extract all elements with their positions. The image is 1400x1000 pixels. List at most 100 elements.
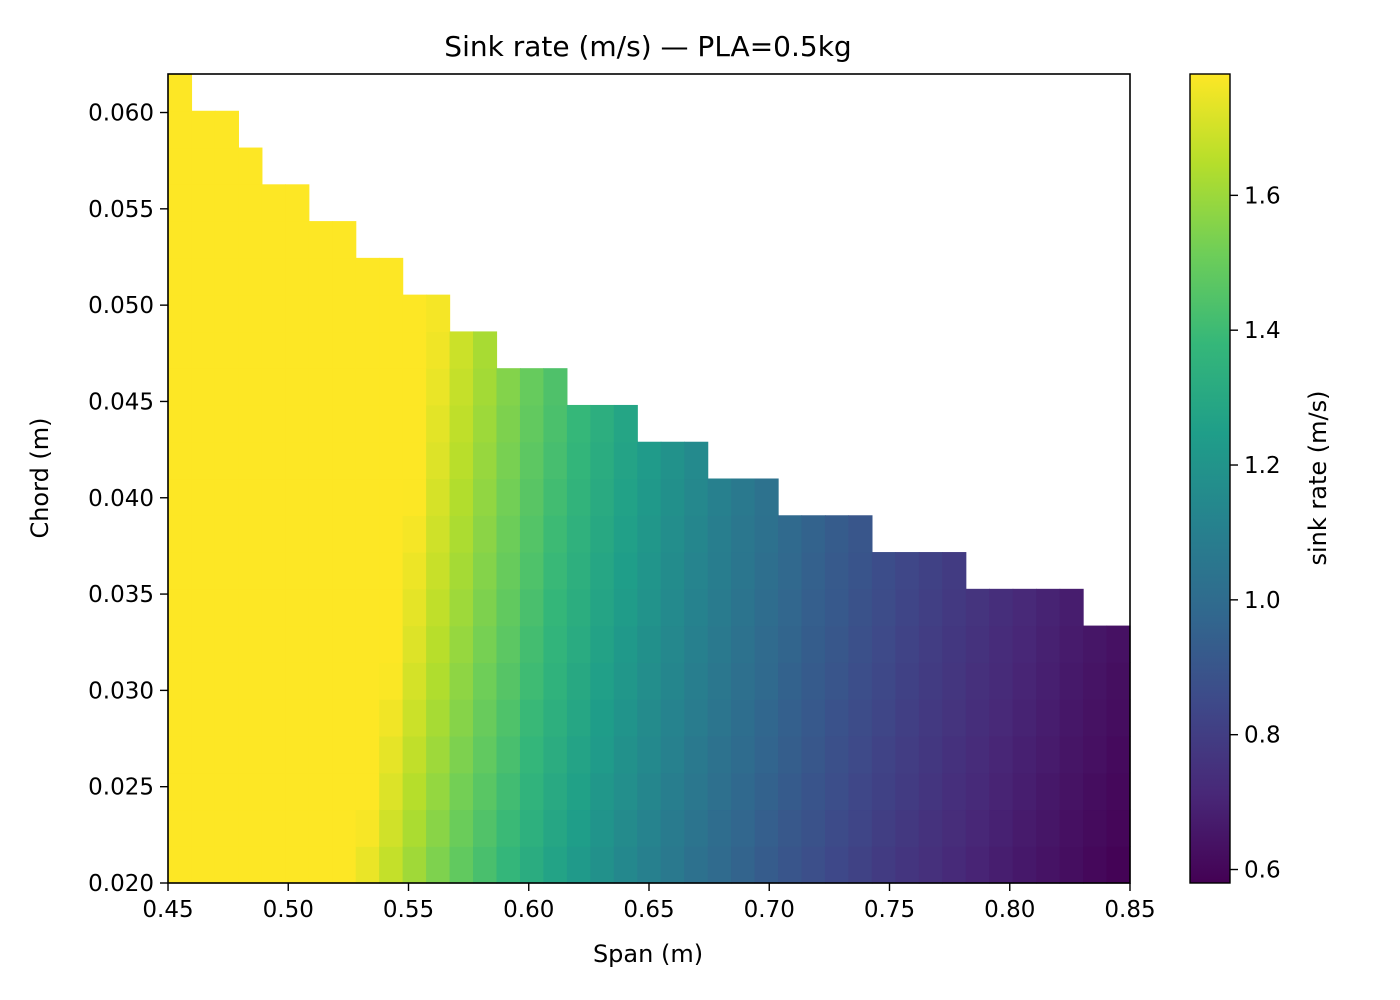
heatmap-cell <box>543 478 568 516</box>
heatmap-cell <box>285 257 310 296</box>
heatmap-cell <box>332 846 357 884</box>
heatmap-cell <box>1036 662 1061 700</box>
heatmap-cell <box>473 552 498 590</box>
heatmap-cell <box>1106 809 1131 847</box>
heatmap-cell <box>332 735 357 774</box>
heatmap-cell <box>543 552 568 590</box>
heatmap-cell <box>848 809 873 847</box>
heatmap-cell <box>449 552 474 590</box>
heatmap-cell <box>402 699 427 737</box>
heatmap-cell <box>168 110 193 149</box>
heatmap-cell <box>191 735 216 774</box>
heatmap-cell <box>308 809 333 847</box>
heatmap-cell <box>1059 625 1084 663</box>
heatmap-cell <box>731 735 756 774</box>
heatmap-cell <box>519 588 545 627</box>
heatmap-cell <box>543 662 568 700</box>
heatmap-cell <box>332 625 357 663</box>
heatmap-cell <box>1012 735 1037 774</box>
heatmap-cell <box>731 478 756 516</box>
heatmap-cell <box>191 404 216 443</box>
heatmap-cell <box>332 662 357 700</box>
heatmap-cell <box>754 552 779 590</box>
heatmap-cell <box>848 625 873 663</box>
heatmap-cell <box>754 809 779 847</box>
heatmap-cell <box>684 772 709 811</box>
heatmap-cell <box>168 368 193 406</box>
heatmap-cell <box>566 699 591 737</box>
heatmap-cell <box>214 809 239 847</box>
heatmap-cell <box>238 625 263 663</box>
heatmap-cell <box>684 662 709 700</box>
heatmap-cell <box>379 699 404 737</box>
heatmap-cell <box>519 809 545 847</box>
heatmap-cell <box>613 846 638 884</box>
heatmap-cell <box>989 846 1014 884</box>
heatmap-cell <box>801 772 826 811</box>
heatmap-cell <box>214 147 239 185</box>
heatmap-cell <box>473 662 498 700</box>
heatmap-cell <box>261 772 286 811</box>
heatmap-cell <box>496 625 521 663</box>
heatmap-cell <box>473 735 498 774</box>
heatmap-cell <box>801 809 826 847</box>
heatmap-cell <box>613 441 638 480</box>
heatmap-cell <box>824 809 850 847</box>
heatmap-cell <box>566 515 591 553</box>
heatmap-cell <box>308 625 333 663</box>
heatmap-cell <box>214 110 239 149</box>
heatmap-cell <box>332 404 357 443</box>
heatmap-cell <box>238 809 263 847</box>
heatmap-cell <box>1083 809 1108 847</box>
heatmap-cell <box>261 662 286 700</box>
heatmap-cell <box>918 735 943 774</box>
heatmap-cell <box>613 515 638 553</box>
heatmap-cell <box>942 809 967 847</box>
heatmap-cell <box>1059 809 1084 847</box>
y-tick-label: 0.025 <box>88 775 154 801</box>
heatmap-cell <box>613 699 638 737</box>
heatmap-cell <box>778 588 803 627</box>
heatmap-cell <box>637 552 662 590</box>
heatmap-cell <box>496 662 521 700</box>
heatmap-cell <box>754 662 779 700</box>
heatmap-cell <box>590 846 615 884</box>
heatmap-cell <box>1059 772 1084 811</box>
heatmap-cell <box>238 221 263 259</box>
heatmap-cell <box>754 735 779 774</box>
colorbar-ticks: 0.6 0.8 1.0 1.2 1.4 1.6 <box>1230 183 1281 884</box>
heatmap-cell <box>496 588 521 627</box>
heatmap-cell <box>778 552 803 590</box>
heatmap-cell <box>496 478 521 516</box>
heatmap-cell <box>660 662 685 700</box>
heatmap-cell <box>824 662 850 700</box>
heatmap-cell <box>1036 846 1061 884</box>
heatmap-cell <box>918 846 943 884</box>
y-tick-label: 0.050 <box>88 293 154 319</box>
heatmap-cell <box>778 846 803 884</box>
heatmap-cell <box>332 699 357 737</box>
heatmap-cell <box>168 257 193 296</box>
heatmap-cell <box>238 588 263 627</box>
heatmap-cell <box>801 699 826 737</box>
heatmap-cell <box>379 662 404 700</box>
colorbar-tick-label: 1.0 <box>1244 588 1281 614</box>
heatmap-cell <box>590 515 615 553</box>
heatmap-cell <box>543 588 568 627</box>
heatmap-cell <box>519 368 545 406</box>
heatmap-cell <box>214 294 239 333</box>
heatmap-cell <box>191 294 216 333</box>
heatmap-cell <box>426 515 451 553</box>
heatmap-cell <box>238 662 263 700</box>
heatmap-cell <box>473 625 498 663</box>
heatmap-cell <box>1059 588 1084 627</box>
heatmap-cell <box>285 552 310 590</box>
heatmap-cell <box>871 625 896 663</box>
heatmap-cell <box>519 699 545 737</box>
x-axis-ticks: 0.45 0.50 0.55 0.60 0.65 0.70 0.75 0.80 0.85 <box>142 883 1156 923</box>
heatmap-cell <box>449 625 474 663</box>
heatmap-cell <box>473 478 498 516</box>
heatmap-cell <box>426 588 451 627</box>
heatmap-cell <box>285 772 310 811</box>
heatmap-cell <box>660 772 685 811</box>
